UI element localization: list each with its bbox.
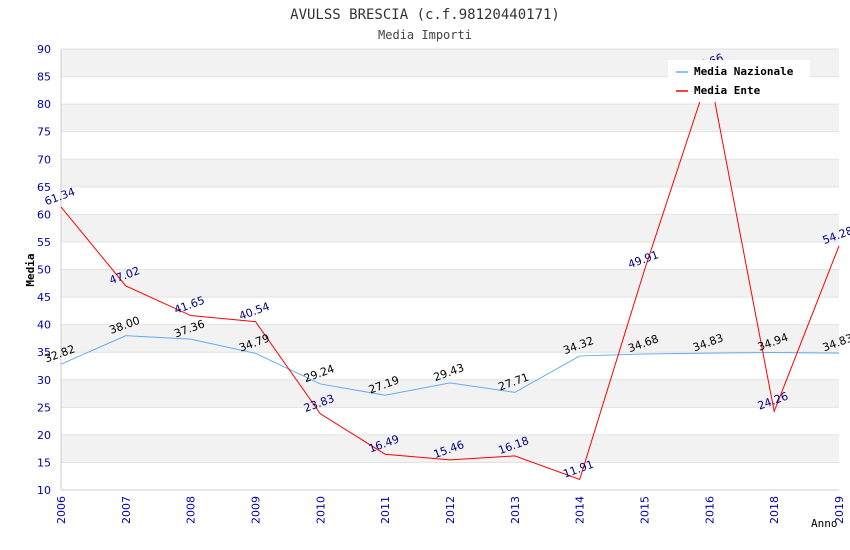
plot-background <box>61 49 839 490</box>
y-tick-label: 80 <box>37 98 51 111</box>
plot-band <box>61 434 839 463</box>
chart-title: AVULSS BRESCIA (c.f.98120440171) <box>290 7 560 23</box>
plot-band <box>61 186 839 215</box>
y-tick-label: 60 <box>37 208 51 221</box>
y-tick-label: 45 <box>37 291 51 304</box>
y-axis-ticks: 10 15 20 25 30 35 40 45 50 55 60 65 70 75 80 85 90 <box>37 43 51 497</box>
plot-band <box>61 214 839 242</box>
legend-box <box>668 60 810 102</box>
plot-band <box>61 379 839 408</box>
y-tick-label: 30 <box>37 374 51 387</box>
plot-band <box>61 462 839 490</box>
plot-band <box>61 241 839 270</box>
x-tick-label: 2009 <box>250 496 263 524</box>
plot-band <box>61 324 839 353</box>
plot-band <box>61 407 839 435</box>
x-tick-label: 2010 <box>314 496 327 524</box>
y-axis-title: Media <box>24 253 37 286</box>
y-tick-label: 90 <box>37 43 51 56</box>
legend: Media Nazionale Media Ente <box>668 60 810 102</box>
x-axis-ticks: 2006 2007 2008 2009 2010 2011 2012 2013 2014 2015… <box>55 496 846 524</box>
x-axis-title: Anno <box>811 517 838 530</box>
series-line-media-nazionale <box>60 335 840 396</box>
legend-label-media-ente: Media Ente <box>694 84 761 97</box>
y-tick-label: 55 <box>37 236 51 249</box>
y-tick-label: 40 <box>37 319 51 332</box>
plot-band <box>61 159 839 187</box>
y-tick-label: 65 <box>37 181 51 194</box>
x-tick-label: 2019 <box>833 496 846 524</box>
y-tick-label: 15 <box>37 456 51 469</box>
x-tick-label: 2014 <box>574 496 587 524</box>
chart-subtitle: Media Importi <box>378 28 472 42</box>
y-tick-label: 20 <box>37 429 51 442</box>
x-tick-label: 2007 <box>120 496 133 524</box>
y-tick-label: 75 <box>37 126 51 139</box>
legend-label-media-nazionale: Media Nazionale <box>694 65 794 78</box>
y-tick-label: 35 <box>37 346 51 359</box>
x-tick-label: 2018 <box>768 496 781 524</box>
x-tick-label: 2013 <box>509 496 522 524</box>
x-tick-label: 2008 <box>185 496 198 524</box>
plot-band <box>61 297 839 325</box>
y-tick-label: 70 <box>37 153 51 166</box>
y-tick-label: 50 <box>37 264 51 277</box>
gridlines <box>61 48 839 491</box>
x-tick-label: 2006 <box>55 496 68 524</box>
y-tick-label: 25 <box>37 401 51 414</box>
x-tick-label: 2016 <box>703 496 716 524</box>
x-tick-label: 2015 <box>639 496 652 524</box>
x-tick-label: 2012 <box>444 496 457 524</box>
plot-band <box>61 269 839 298</box>
plot-band <box>61 131 839 160</box>
plot-band <box>61 104 839 132</box>
x-tick-label: 2011 <box>379 496 392 524</box>
y-tick-label: 10 <box>37 484 51 497</box>
plot-band <box>61 352 839 380</box>
y-tick-label: 85 <box>37 71 51 84</box>
